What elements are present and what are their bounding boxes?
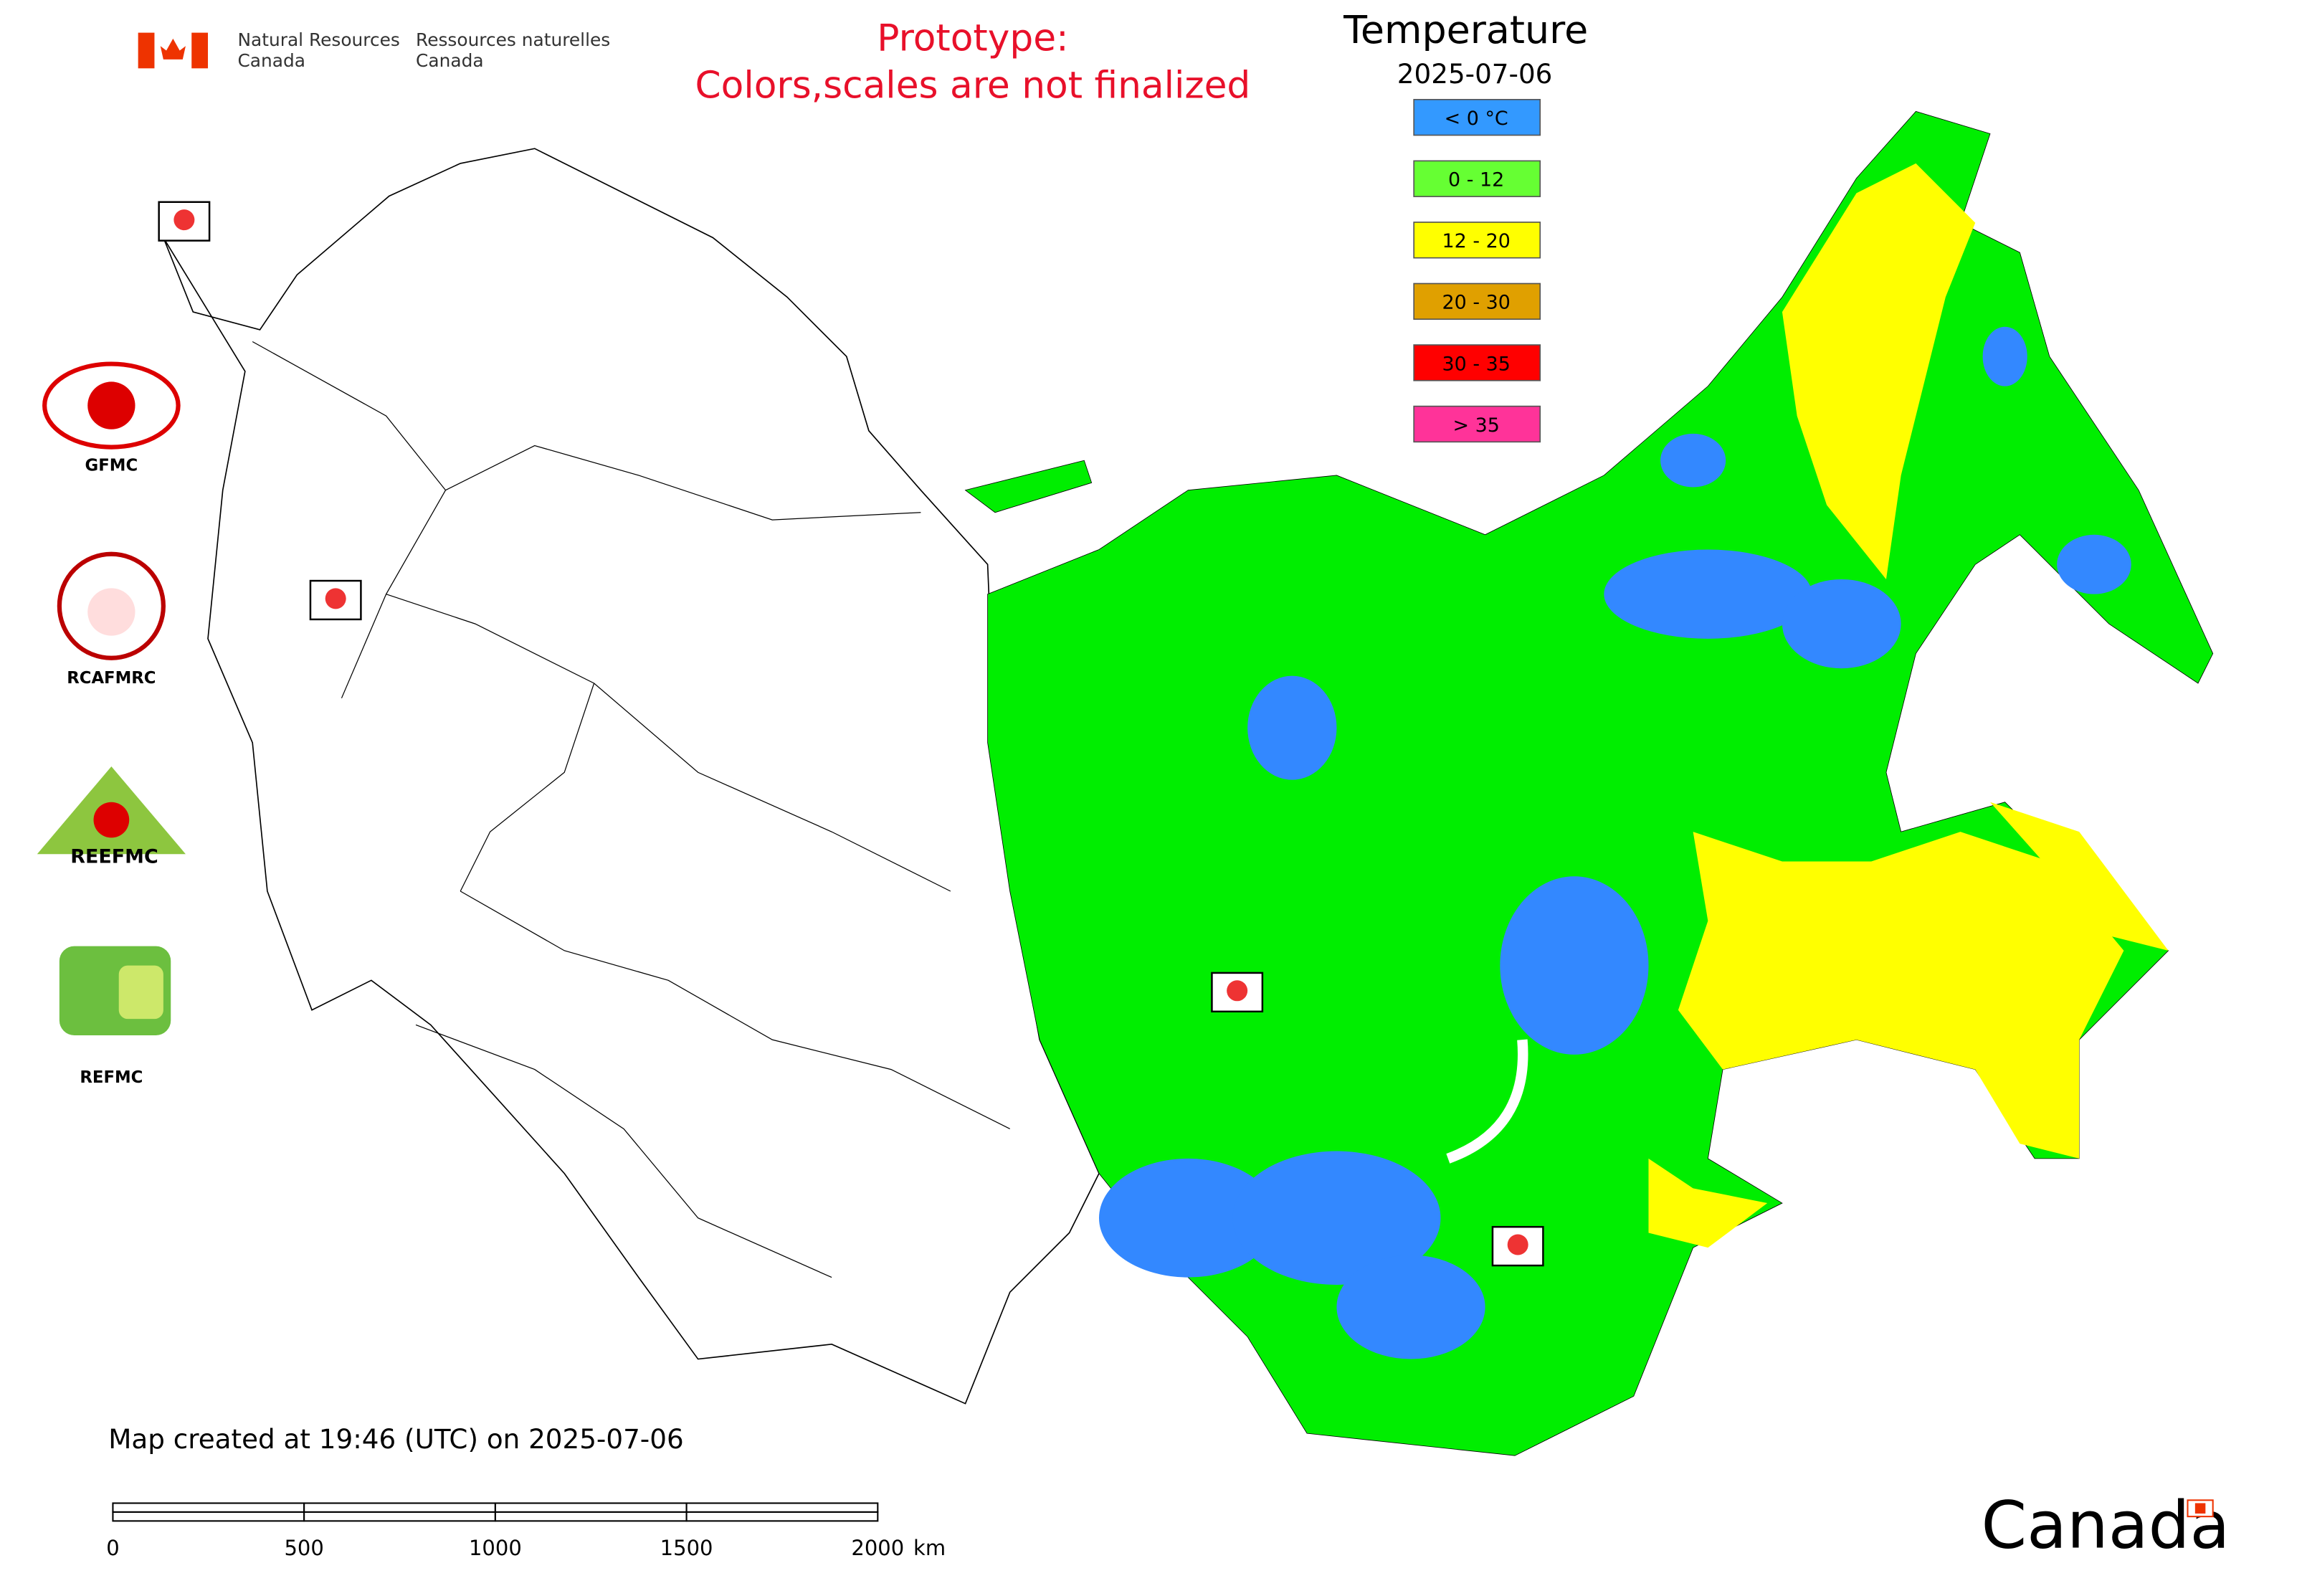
lake [1446,1039,1528,1164]
scale-label: 1000 [469,1536,522,1560]
region-blue [1604,549,1812,639]
logo-label: RCAFMRC [67,669,156,688]
region-blue [1098,1158,1278,1278]
map-logo-mark [1227,980,1248,1002]
region-yellow [1989,802,2169,951]
legend-label: 12 - 20 [1442,230,1511,252]
logo-refmc-inner [118,965,163,1020]
land-outline [163,148,1100,1405]
logo-label: GFMC [85,457,138,475]
region-yellow [1782,163,1976,579]
prototype-notice: Prototype: [877,16,1068,60]
scale-segment [685,1502,879,1513]
legend-swatch [1413,160,1541,197]
region-blue [2057,534,2131,594]
prototype-notice: Colors,scales are not finalized [695,65,1251,108]
map-logo-mark [325,588,346,609]
border-line [460,890,1010,1130]
map [158,110,2214,1456]
flag-leaf [160,38,186,60]
scale-label: 500 [284,1536,323,1560]
scale-segment [112,1511,305,1522]
region-blue [1982,326,2027,386]
legend-swatch [1413,344,1541,381]
border-line [460,683,595,892]
flag-red [191,32,209,69]
logo-label: REEFMC [70,846,158,868]
scale-unit: km [913,1536,946,1560]
region-blue [1500,876,1649,1055]
map-logo-mark [1507,1234,1528,1255]
department-name: Canada [237,50,305,71]
department-name: Canada [416,50,484,71]
legend-label: < 0 °C [1445,108,1508,130]
scale-segment [303,1511,496,1522]
legend-label: > 35 [1452,414,1499,437]
department-name: Natural Resources [237,29,399,50]
border-line [415,1024,832,1278]
region-yellow [1648,1158,1768,1248]
map-logo-mark [173,209,195,231]
department-name: Ressources naturelles [416,29,610,50]
legend-swatch [1413,98,1541,136]
scale-label: 0 [106,1536,119,1560]
region-blue [1247,675,1337,780]
logo-gfmc-flame [87,381,135,429]
scale-segment [494,1511,688,1522]
region-blue [1782,579,1901,669]
legend-swatch [1413,222,1541,259]
canada-wordmark: Canada [1982,1488,2230,1564]
region-blue [1232,1151,1441,1285]
logo-reefmc-flame [93,802,130,838]
legend-title: Temperature [1343,7,1588,52]
legend-label: 0 - 12 [1448,169,1504,191]
legend-label: 20 - 30 [1442,292,1511,314]
region-blue [1336,1255,1485,1359]
logo-rcafmrc-inner [87,588,135,636]
border-line [386,594,951,892]
logo-label: REFMC [80,1068,143,1087]
region-blue [1660,433,1726,488]
legend-date: 2025-07-06 [1397,58,1553,90]
scale-segment [494,1502,688,1513]
border-line [445,445,921,521]
scale-segment [303,1502,496,1513]
region-yellow [1678,832,2124,1159]
scale-label: 1500 [660,1536,713,1560]
flag-red [138,32,155,69]
scale-label: 2000 [851,1536,904,1560]
legend-swatch [1413,405,1541,443]
legend-label: 30 - 35 [1442,353,1511,375]
wordmark-flag-center [2194,1503,2206,1514]
scale-segment [685,1511,879,1522]
region-green [964,460,1093,513]
scale-segment [112,1502,305,1513]
map-created: Map created at 19:46 (UTC) on 2025-07-06 [108,1423,683,1455]
legend-swatch [1413,282,1541,320]
